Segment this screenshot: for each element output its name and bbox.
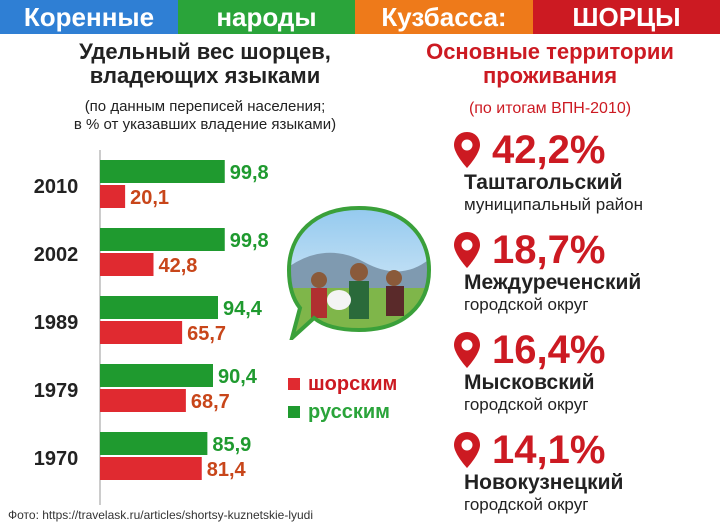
- data-label-rus-2002: 99,8: [230, 230, 269, 252]
- territory-1: 42,2% Таштагольский муниципальный район: [452, 128, 717, 216]
- data-label-shor-2002: 42,8: [159, 255, 198, 277]
- territory-4: 14,1% Новокузнецкий городской округ: [452, 428, 717, 516]
- banner-segment-2: народы: [178, 0, 355, 34]
- territories-title: Основные территории проживания: [385, 40, 715, 88]
- data-label-shor-2010: 20,1: [130, 187, 169, 209]
- legend-swatch-red: [288, 378, 300, 390]
- legend-label-rus: русским: [308, 400, 390, 423]
- territory-3: 16,4% Мысковский городской округ: [452, 328, 717, 416]
- legend-item-rus: русским: [288, 398, 397, 426]
- location-pin-icon: [454, 432, 480, 468]
- bar-rus-2010: [100, 160, 225, 183]
- tick-label-1970: 1970: [34, 448, 79, 470]
- chart-subtitle-line-1: (по данным переписей населения;: [84, 98, 326, 115]
- bar-rus-1970: [100, 432, 208, 455]
- location-pin-icon: [454, 132, 480, 168]
- location-pin-icon: [454, 232, 480, 268]
- territories-title-line-1: Основные территории: [426, 39, 674, 64]
- data-label-rus-1970: 85,9: [212, 434, 251, 456]
- header-banner: Коренные народы Кузбасса: ШОРЦЫ: [0, 0, 720, 34]
- chart-subtitle-line-2: в % от указавших владение языками): [73, 116, 337, 133]
- territory-name: Мысковский: [464, 371, 595, 394]
- bar-shor-1979: [100, 389, 186, 412]
- legend-item-shor: шорским: [288, 370, 397, 398]
- photo-speech-bubble: [286, 205, 432, 340]
- tick-label-2002: 2002: [34, 244, 79, 266]
- territories-subtitle: (по итогам ВПН-2010): [468, 100, 632, 117]
- territories-title-line-2: проживания: [482, 63, 618, 88]
- territory-type: городской округ: [464, 295, 589, 314]
- data-label-shor-1989: 65,7: [187, 323, 226, 345]
- territory-type: муниципальный район: [464, 195, 644, 214]
- territory-name: Междуреченский: [464, 271, 642, 294]
- territory-percent: 42,2%: [492, 127, 606, 172]
- tick-label-2010: 2010: [34, 176, 79, 198]
- bar-shor-1989: [100, 321, 183, 344]
- bar-shor-2010: [100, 185, 126, 208]
- chart-legend: шорским русским: [288, 370, 397, 426]
- territory-name: Новокузнецкий: [464, 471, 624, 494]
- banner-segment-3: Кузбасса:: [355, 0, 533, 34]
- territory-percent: 16,4%: [492, 327, 606, 372]
- bar-rus-1989: [100, 296, 218, 319]
- data-label-shor-1970: 81,4: [207, 459, 247, 481]
- data-label-rus-2010: 99,8: [230, 162, 269, 184]
- bar-chart: 2010 99,8 20,1 2002 99,8 42,8 1989 94,4 65,7 1979…: [34, 150, 269, 505]
- territory-type: городской округ: [464, 395, 589, 414]
- bar-rus-2002: [100, 228, 225, 251]
- legend-label-shor: шорским: [308, 372, 398, 395]
- territory-name: Таштагольский: [464, 171, 623, 194]
- photo-credit: Фото: https://travelask.ru/articles/shor…: [8, 508, 313, 522]
- tick-label-1989: 1989: [34, 312, 79, 334]
- location-pin-icon: [454, 332, 480, 368]
- data-label-rus-1989: 94,4: [223, 298, 263, 320]
- data-label-rus-1979: 90,4: [218, 366, 258, 388]
- banner-segment-1: Коренные: [0, 0, 178, 34]
- chart-title-line-1: Удельный вес шорцев,: [79, 39, 331, 64]
- data-label-shor-1979: 68,7: [191, 391, 230, 413]
- bar-shor-2002: [100, 253, 154, 276]
- territory-2: 18,7% Междуреченский городской округ: [452, 228, 717, 316]
- chart-title-line-2: владеющих языками: [89, 63, 321, 88]
- bar-shor-1970: [100, 457, 202, 480]
- bar-rus-1979: [100, 364, 213, 387]
- chart-title: Удельный вес шорцев, владеющих языками: [30, 40, 380, 88]
- banner-segment-4: ШОРЦЫ: [533, 0, 720, 34]
- legend-swatch-green: [288, 406, 300, 418]
- territory-percent: 18,7%: [492, 227, 606, 272]
- tick-label-1979: 1979: [34, 380, 79, 402]
- territory-type: городской округ: [464, 495, 589, 514]
- territory-percent: 14,1%: [492, 427, 606, 472]
- chart-subtitle: (по данным переписей населения; в % от у…: [20, 98, 390, 134]
